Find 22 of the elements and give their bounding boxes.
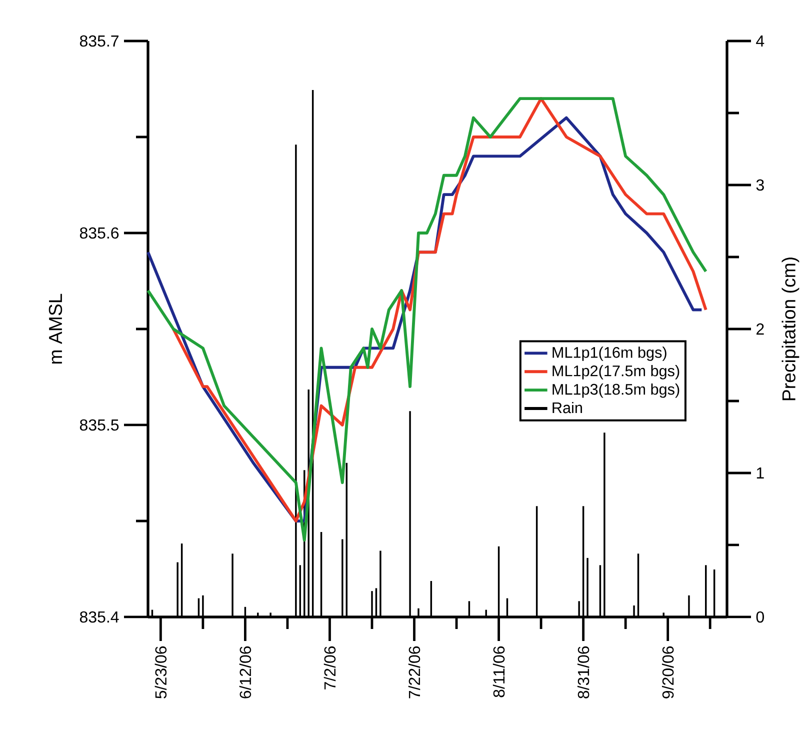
- legend-label: ML1p2(17.5m bgs): [552, 365, 680, 380]
- x-tick-label: 6/12/06: [239, 646, 252, 698]
- y2-tick-label: 1: [756, 467, 764, 478]
- y2-tick-label: 0: [756, 611, 764, 623]
- y-tick-label: 835.4: [80, 611, 119, 623]
- y2-tick-label: 2: [756, 323, 764, 335]
- x-tick-label: 9/20/06: [662, 646, 674, 698]
- x-tick-label: 8/11/06: [492, 646, 505, 698]
- y-tick-label: 835.7: [80, 35, 118, 47]
- y-axis-title: m AMSL: [48, 294, 62, 364]
- legend-label: ML1p1(16m bgs): [552, 346, 666, 361]
- y2-tick-label: 4: [756, 36, 764, 46]
- y2-tick-label: 3: [756, 179, 764, 191]
- x-tick-label: 7/2/06: [324, 646, 336, 690]
- x-tick-label: 5/23/06: [154, 646, 167, 698]
- legend-label: ML1p3(18.5m bgs): [552, 384, 680, 398]
- y-tick-label: 835.6: [80, 227, 119, 239]
- y-tick-label: 835.5: [80, 419, 119, 431]
- x-tick-label: 7/22/06: [408, 646, 420, 698]
- y2-axis-title: Precipitation (cm): [782, 258, 800, 400]
- x-tick-label: 8/31/06: [577, 646, 590, 698]
- legend-label: Rain: [552, 402, 582, 414]
